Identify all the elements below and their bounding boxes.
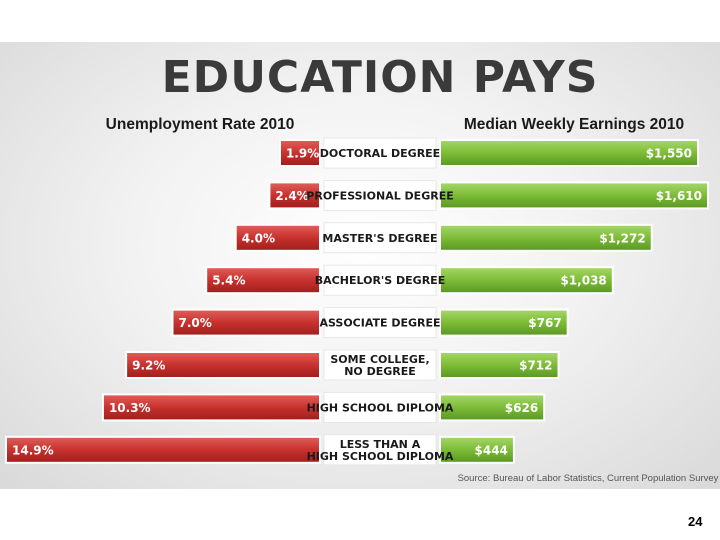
- source-note: Source: Bureau of Labor Statistics, Curr…: [458, 473, 719, 484]
- unemployment-bar: [234, 223, 321, 252]
- earnings-bar: [439, 393, 546, 422]
- category-label-box: [323, 264, 437, 296]
- page-number: 24: [688, 514, 703, 529]
- earnings-value-label: $626: [505, 401, 538, 415]
- category-label-box: [323, 349, 437, 381]
- chart-title: EDUCATION PAYS: [162, 52, 599, 103]
- category-label-box: [323, 179, 437, 211]
- category-label-box: [323, 137, 437, 169]
- category-label-box: [323, 222, 437, 254]
- category-label-box: [323, 434, 437, 466]
- earnings-bar: [439, 266, 614, 295]
- right-panel-title: Median Weekly Earnings 2010: [464, 116, 684, 133]
- category-label-box: [323, 307, 437, 339]
- earnings-value-label: $767: [528, 316, 561, 330]
- earnings-value-label: $1,038: [560, 274, 606, 288]
- unemployment-value-label: 7.0%: [178, 316, 211, 330]
- category-label: SOME COLLEGE, NO DEGREE: [330, 353, 429, 378]
- unemployment-value-label: 10.3%: [109, 401, 151, 415]
- unemployment-value-label: 4.0%: [242, 231, 275, 245]
- earnings-bar: [439, 308, 569, 337]
- category-label: PROFESSIONAL DEGREE: [306, 189, 453, 202]
- earnings-value-label: $712: [519, 359, 552, 373]
- category-label: LESS THAN A HIGH SCHOOL DIPLOMA: [307, 438, 454, 463]
- unemployment-value-label: 5.4%: [212, 274, 245, 288]
- unemployment-bar: [125, 351, 321, 379]
- category-label: ASSOCIATE DEGREE: [319, 317, 440, 330]
- category-label: DOCTORAL DEGREE: [320, 147, 440, 160]
- earnings-bar: [439, 435, 515, 464]
- unemployment-value-label: 1.9%: [286, 147, 319, 161]
- unemployment-bar: [5, 435, 321, 464]
- unemployment-value-label: 2.4%: [275, 189, 308, 203]
- earnings-bar: [439, 351, 560, 379]
- unemployment-bar: [278, 139, 321, 167]
- unemployment-bar: [205, 266, 321, 295]
- unemployment-bar: [171, 308, 321, 337]
- unemployment-bar: [268, 181, 322, 210]
- unemployment-value-label: 9.2%: [132, 359, 165, 373]
- left-panel-title: Unemployment Rate 2010: [106, 116, 295, 133]
- slide: EDUCATION PAYS Unemployment Rate 2010 Me…: [0, 42, 720, 489]
- earnings-bar: [439, 139, 700, 167]
- earnings-value-label: $444: [475, 443, 508, 457]
- category-label: MASTER'S DEGREE: [322, 232, 437, 245]
- category-label: HIGH SCHOOL DIPLOMA: [307, 401, 454, 414]
- earnings-value-label: $1,272: [599, 231, 645, 245]
- category-label-box: [323, 391, 437, 423]
- earnings-value-label: $1,610: [656, 189, 702, 203]
- unemployment-value-label: 14.9%: [12, 443, 54, 457]
- unemployment-bar: [101, 393, 322, 422]
- earnings-value-label: $1,550: [646, 147, 692, 161]
- earnings-bar: [439, 181, 709, 210]
- category-label: BACHELOR'S DEGREE: [315, 274, 445, 287]
- earnings-bar: [439, 223, 653, 252]
- education-pays-chart: EDUCATION PAYS Unemployment Rate 2010 Me…: [5, 52, 719, 484]
